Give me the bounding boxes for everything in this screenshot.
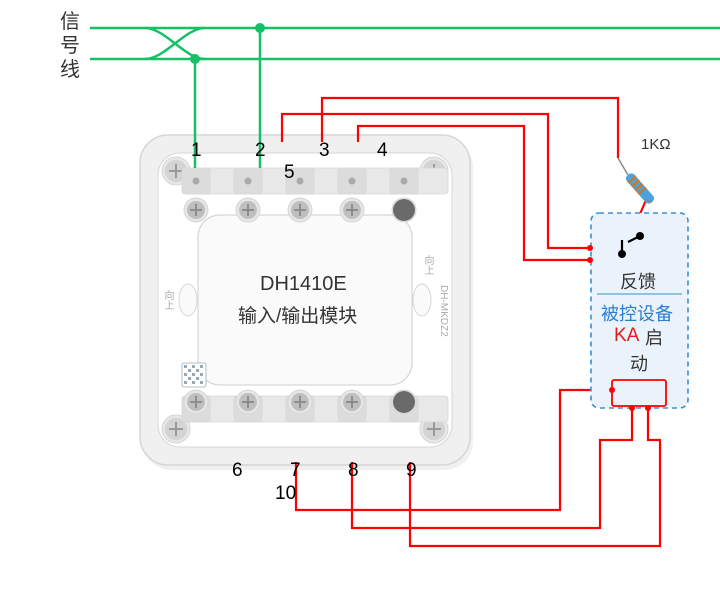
side-up-left: 向上 bbox=[160, 290, 175, 310]
ka-label: KA bbox=[614, 325, 639, 347]
signal-line-label: 信 号 线 bbox=[60, 10, 80, 82]
terminal-5-label: 5 bbox=[284, 162, 295, 184]
diagram-svg bbox=[0, 0, 720, 592]
terminal-4-label: 4 bbox=[377, 140, 388, 162]
terminal-7-label: 7 bbox=[290, 460, 301, 482]
terminal-6-label: 6 bbox=[232, 460, 243, 482]
terminal-10-label: 10 bbox=[275, 483, 296, 505]
side-text-label: DH-MKDZ2 bbox=[438, 285, 449, 337]
terminal-1-label: 1 bbox=[191, 140, 202, 162]
terminal-8-label: 8 bbox=[348, 460, 359, 482]
side-up-right: 向上 bbox=[420, 255, 435, 275]
resistor-label: 1KΩ bbox=[641, 136, 671, 153]
start2-label: 动 bbox=[630, 350, 648, 376]
module-model-label: DH1410E bbox=[260, 273, 347, 296]
terminal-3-label: 3 bbox=[319, 140, 330, 162]
controlled-device-label: 被控设备 bbox=[601, 300, 673, 326]
wiring-diagram: 信 号 线 1 2 3 4 5 6 7 8 9 10 DH1410E 输入/输出… bbox=[0, 0, 720, 592]
feedback-label: 反馈 bbox=[620, 268, 656, 294]
start1-label: 启 bbox=[645, 324, 663, 350]
module-desc-label: 输入/输出模块 bbox=[238, 301, 357, 328]
terminal-2-label: 2 bbox=[255, 140, 266, 162]
terminal-9-label: 9 bbox=[406, 460, 417, 482]
